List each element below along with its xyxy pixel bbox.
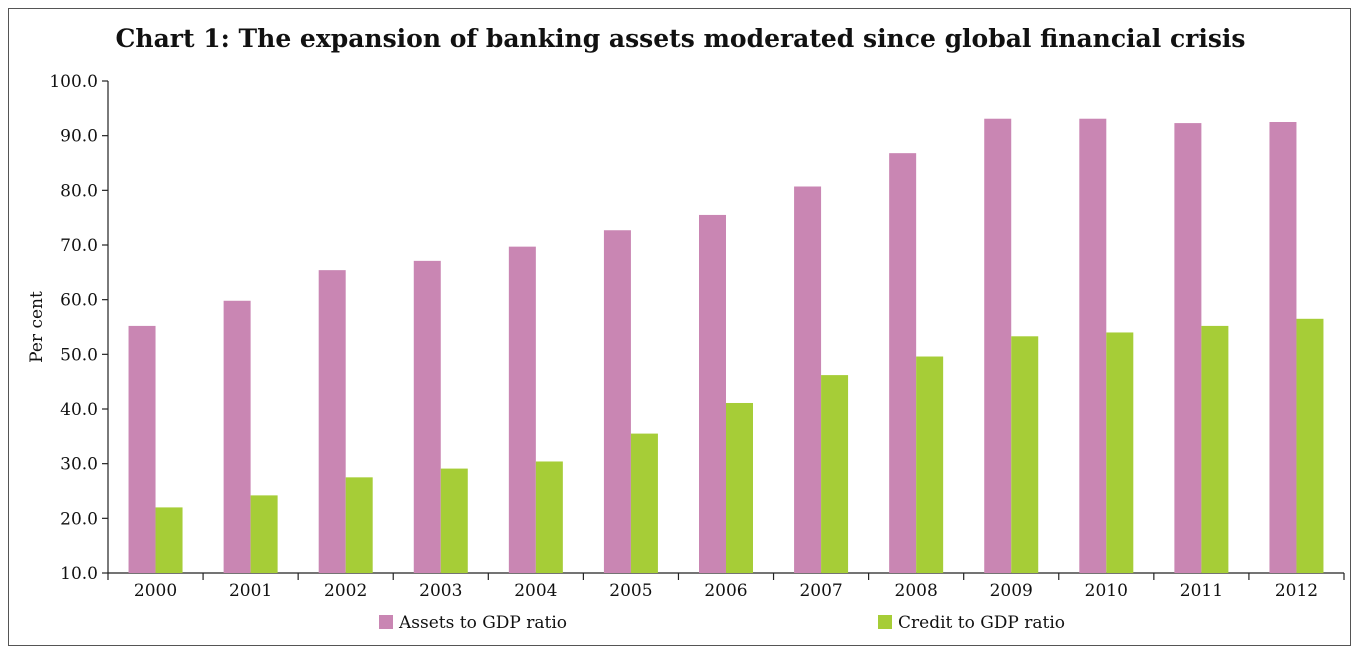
assets-bar: [223, 300, 251, 573]
chart-title: Chart 1: The expansion of banking assets…: [115, 24, 1246, 53]
assets-bar: [889, 153, 917, 573]
assets-bar: [508, 246, 536, 573]
x-tick-label: 2009: [990, 581, 1033, 601]
credit-bar: [440, 468, 468, 573]
credit-bar: [1011, 336, 1039, 573]
x-tick-label: 2006: [704, 581, 747, 601]
x-tick-label: 2005: [609, 581, 652, 601]
x-tick-label: 2007: [799, 581, 842, 601]
x-tick-label: 2012: [1275, 581, 1318, 601]
credit-bar: [535, 461, 563, 573]
legend-swatch: [878, 615, 892, 629]
legend-label: Assets to GDP ratio: [398, 613, 567, 633]
x-tick-label: 2000: [134, 581, 177, 601]
x-tick-label: 2008: [895, 581, 938, 601]
credit-bar: [250, 495, 278, 573]
legend-label: Credit to GDP ratio: [898, 613, 1065, 633]
x-tick-label: 2003: [419, 581, 462, 601]
assets-bar: [318, 270, 346, 573]
y-tick-label: 40.0: [60, 400, 98, 420]
assets-bar: [128, 325, 156, 573]
x-tick-label: 2002: [324, 581, 367, 601]
assets-bar: [1269, 122, 1297, 573]
y-axis-title: Per cent: [27, 291, 47, 363]
credit-bar: [155, 507, 183, 573]
y-tick-label: 100.0: [49, 72, 98, 92]
x-tick-label: 2004: [514, 581, 557, 601]
credit-bar: [630, 433, 658, 573]
credit-bar: [1201, 325, 1229, 573]
credit-bar: [345, 477, 373, 573]
assets-bar: [1174, 123, 1202, 574]
y-tick-label: 50.0: [60, 345, 98, 365]
credit-bar: [821, 375, 849, 573]
credit-bar: [916, 356, 944, 573]
x-tick-label: 2001: [229, 581, 272, 601]
assets-bar: [603, 230, 631, 574]
y-tick-label: 30.0: [60, 455, 98, 475]
credit-bar: [1296, 318, 1324, 573]
x-tick-label: 2010: [1085, 581, 1128, 601]
assets-bar: [1079, 118, 1107, 573]
y-tick-label: 90.0: [60, 127, 98, 147]
x-tick-label: 2011: [1180, 581, 1223, 601]
assets-bar: [413, 260, 441, 573]
assets-bar: [794, 186, 822, 574]
y-tick-label: 80.0: [60, 181, 98, 201]
legend-swatch: [379, 615, 393, 629]
credit-bar: [1106, 332, 1134, 573]
y-tick-label: 70.0: [60, 236, 98, 256]
y-tick-label: 10.0: [60, 564, 98, 584]
y-tick-label: 20.0: [60, 509, 98, 529]
credit-bar: [726, 402, 753, 573]
y-tick-label: 60.0: [60, 291, 98, 311]
assets-bar: [699, 214, 726, 573]
assets-bar: [984, 118, 1012, 573]
